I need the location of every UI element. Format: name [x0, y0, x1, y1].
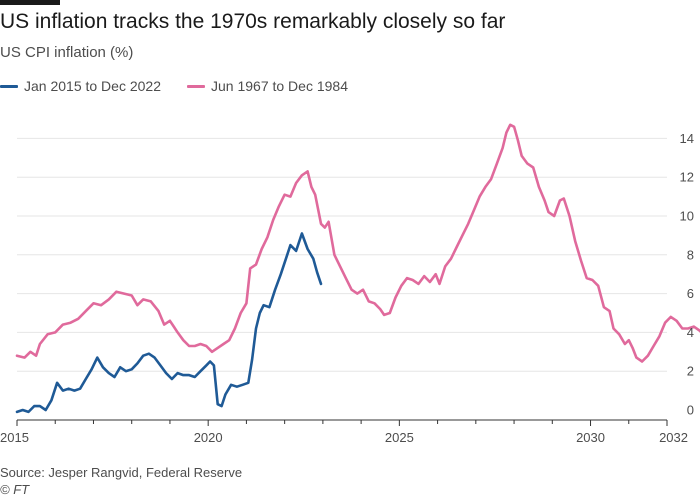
x-axis: [16, 419, 668, 426]
credit-note: © FT: [0, 482, 30, 497]
legend-swatch-recent: [0, 84, 18, 88]
x-tick-label: 2032: [659, 430, 688, 445]
series-line-recent: [15, 232, 323, 414]
y-tick-label: 10: [680, 209, 694, 224]
legend: Jan 2015 to Dec 2022 Jun 1967 to Dec 198…: [0, 78, 348, 94]
y-tick-label: 6: [687, 286, 694, 301]
y-tick-label: 4: [687, 325, 694, 340]
legend-label-recent: Jan 2015 to Dec 2022: [24, 78, 161, 94]
line-chart: 0 2 4 6 8 10 12 14 2015 2020 2025 2030 2032: [0, 123, 700, 445]
y-tick-label: 14: [680, 131, 694, 146]
y-tick-labels: 0 2 4 6 8 10 12 14: [680, 131, 694, 418]
legend-item-recent: Jan 2015 to Dec 2022: [0, 78, 161, 94]
chart-subtitle: US CPI inflation (%): [0, 44, 134, 61]
x-tick-label: 2015: [0, 430, 29, 445]
x-tick-label: 2020: [194, 430, 223, 445]
series-lines: [15, 123, 700, 414]
ft-accent-bar: [0, 0, 60, 5]
y-tick-label: 2: [687, 364, 694, 379]
chart-title: US inflation tracks the 1970s remarkably…: [0, 10, 506, 33]
source-note: Source: Jesper Rangvid, Federal Reserve: [0, 465, 243, 480]
grid-lines: [17, 137, 667, 372]
series-line-1970s: [15, 123, 700, 363]
y-tick-label: 12: [680, 170, 694, 185]
x-tick-label: 2025: [385, 430, 414, 445]
legend-item-1970s: Jun 1967 to Dec 1984: [187, 78, 348, 94]
legend-swatch-1970s: [187, 84, 205, 88]
legend-label-1970s: Jun 1967 to Dec 1984: [211, 78, 348, 94]
y-tick-label: 0: [687, 403, 694, 418]
y-tick-label: 8: [687, 247, 694, 262]
x-tick-labels: 2015 2020 2025 2030 2032: [0, 430, 688, 445]
x-tick-label: 2030: [576, 430, 605, 445]
